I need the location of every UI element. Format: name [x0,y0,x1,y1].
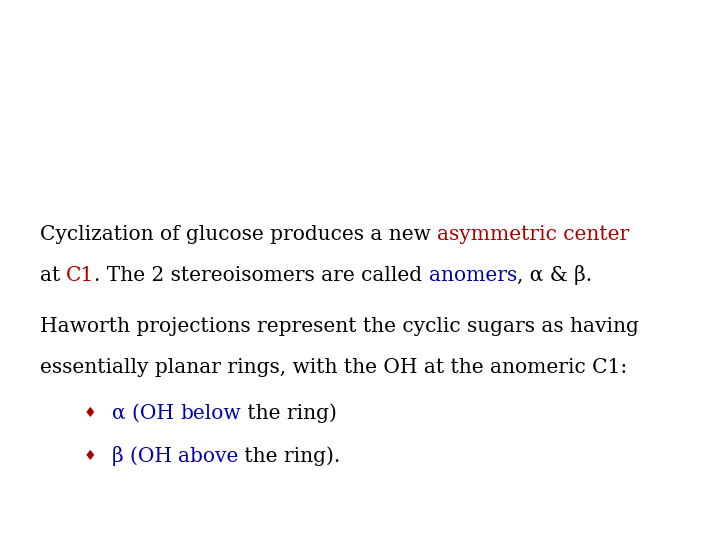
Text: β (OH: β (OH [112,446,178,467]
Text: above: above [178,447,238,466]
Text: at: at [40,266,66,285]
Text: . The 2 stereoisomers are called: . The 2 stereoisomers are called [94,266,429,285]
Text: ♦: ♦ [84,406,96,420]
Text: α (OH: α (OH [112,403,180,423]
Text: , α & β.: , α & β. [517,265,593,286]
Text: Haworth projections represent the cyclic sugars as having: Haworth projections represent the cyclic… [40,317,639,336]
Text: C1: C1 [66,266,94,285]
Text: below: below [180,403,240,423]
Text: essentially planar rings, with the OH at the anomeric C1:: essentially planar rings, with the OH at… [40,357,627,377]
Text: the ring): the ring) [240,403,336,423]
Text: the ring).: the ring). [238,447,341,466]
Text: ♦: ♦ [84,449,96,463]
Text: anomers: anomers [429,266,517,285]
Text: Cyclization of glucose produces a new: Cyclization of glucose produces a new [40,225,437,245]
Text: asymmetric center: asymmetric center [437,225,629,245]
